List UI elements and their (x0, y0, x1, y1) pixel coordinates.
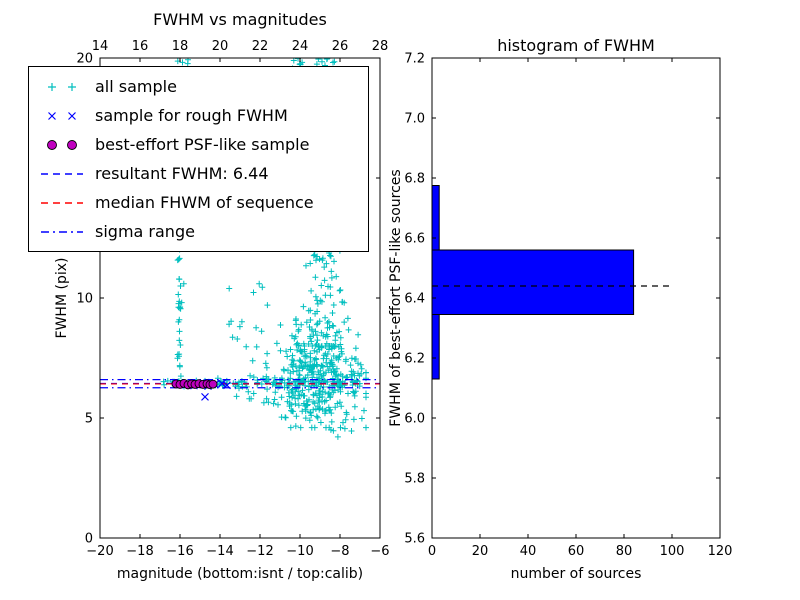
red-dashed-line-icon (37, 194, 87, 212)
left-plot-xlabel: magnitude (bottom:isnt / top:calib) (116, 566, 364, 582)
tick-label: −14 (206, 544, 233, 559)
tick-label: 100 (660, 544, 685, 559)
tick-label: −10 (286, 544, 313, 559)
tick-label: −18 (126, 544, 153, 559)
legend-item-psf-sample: best-effort PSF-like sample (37, 130, 360, 159)
x-pair-glyph (48, 111, 76, 120)
tick-label: 5 (85, 412, 93, 427)
tick-label: 7.0 (404, 112, 425, 127)
scatter-psf-like-point (208, 379, 218, 389)
legend-label-rough-fwhm: sample for rough FWHM (95, 106, 288, 125)
tick-label: 6.8 (404, 172, 425, 187)
legend-label-resultant-fwhm: resultant FWHM: 6.44 (95, 164, 269, 183)
dashed-line-glyph (41, 172, 83, 175)
tick-label: 5.6 (404, 532, 425, 547)
legend-item-sigma-range: sigma range (37, 217, 360, 246)
left-plot-data (100, 58, 380, 440)
legend-item-median-fwhm: median FHWM of sequence (37, 188, 360, 217)
plus-pair-glyph (48, 82, 76, 91)
tick-label: 60 (568, 544, 585, 559)
legend-item-rough-fwhm: sample for rough FWHM (37, 101, 360, 130)
tick-label: 5.8 (404, 472, 425, 487)
left-plot-ylabel: FWHM (pix) (54, 257, 70, 339)
tick-label: −8 (330, 544, 349, 559)
tick-label: 24 (292, 39, 309, 54)
tick-label: 14 (92, 39, 109, 54)
tick-label: 0 (428, 544, 436, 559)
legend-item-resultant-fwhm: resultant FWHM: 6.44 (37, 159, 360, 188)
legend-label-psf-sample: best-effort PSF-like sample (95, 135, 310, 154)
dashdot-line-glyph (41, 230, 83, 233)
right-plot-ylabel: FWHM of best-effort PSF-like sources (388, 169, 404, 427)
circle-markers-icon (37, 136, 87, 154)
tick-label: −6 (370, 544, 389, 559)
tick-label: 7.2 (404, 52, 425, 67)
tick-label: 20 (212, 39, 229, 54)
tick-label: 20 (76, 52, 93, 67)
left-axes: −20 −18 −16 −14 −12 −10 −8 −6 14 16 18 20 22 24 26 28 0 5… (76, 39, 389, 559)
tick-label: 18 (172, 39, 189, 54)
left-plot-title: FWHM vs magnitudes (153, 10, 327, 29)
right-axes: 0 20 40 60 80 100 120 5.6 5.8 6.0 6.2 6.4 6.6 6.8 7.0 7… (404, 52, 732, 560)
tick-label: 16 (132, 39, 149, 54)
tick-label: 0 (85, 532, 93, 547)
legend-label-all-sample: all sample (95, 77, 177, 96)
blue-dashed-line-icon (37, 165, 87, 183)
tick-label: 6.6 (404, 232, 425, 247)
right-plot-xlabel: number of sources (510, 566, 642, 582)
hist-bar-2 (431, 185, 440, 251)
tick-label: −16 (166, 544, 193, 559)
tick-label: −20 (86, 544, 113, 559)
hist-bar-0 (431, 314, 440, 380)
circle-pair-glyph (47, 139, 77, 150)
legend-label-sigma-range: sigma range (95, 222, 195, 241)
tick-label: 28 (372, 39, 389, 54)
tick-label: 26 (332, 39, 349, 54)
tick-label: 6.0 (404, 412, 425, 427)
legend: all sample sample for rough FWHM best-ef… (28, 66, 369, 252)
x-markers-icon (37, 107, 87, 125)
legend-label-median-fwhm: median FHWM of sequence (95, 193, 314, 212)
right-plot-title: histogram of FWHM (497, 36, 655, 55)
legend-item-all-sample: all sample (37, 72, 360, 101)
tick-label: 120 (708, 544, 733, 559)
tick-label: 80 (616, 544, 633, 559)
tick-label: 22 (252, 39, 269, 54)
dashed-line-glyph (41, 201, 83, 204)
tick-label: 20 (472, 544, 489, 559)
tick-label: −12 (246, 544, 273, 559)
tick-label: 40 (520, 544, 537, 559)
plus-markers-icon (37, 78, 87, 96)
tick-label: 6.2 (404, 352, 425, 367)
hist-bar-1 (431, 249, 635, 315)
tick-label: 10 (76, 292, 93, 307)
dashdot-line-icon (37, 223, 87, 241)
tick-label: 6.4 (404, 292, 425, 307)
